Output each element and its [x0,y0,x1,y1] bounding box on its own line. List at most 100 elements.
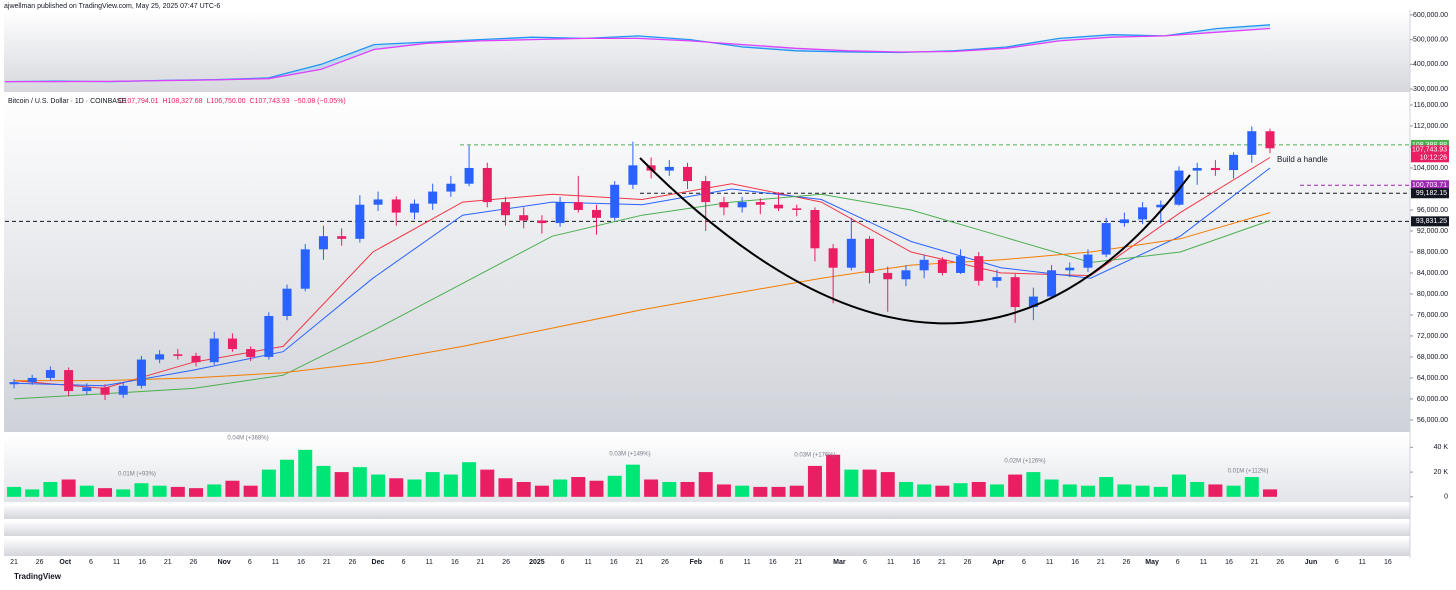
y-tick-label: 500,000.00 [1413,36,1448,43]
level-tag [1411,139,1449,150]
x-tick-label: Nov [218,559,231,566]
candle-body [300,249,310,289]
candle-body [1047,270,1057,297]
volume-bar [152,485,167,497]
x-tick-label: 26 [661,559,669,566]
x-tick-label: 21 [1251,559,1259,566]
volume-bar [79,485,94,497]
ohlc-value: L106,750.00 [207,98,246,105]
volume-bar [698,472,713,497]
candle-body [118,385,128,395]
candle-body [446,183,456,192]
candle-body [482,167,492,203]
volume-bar [1263,489,1277,497]
x-tick-label: 11 [113,559,120,566]
volume-bar [225,480,240,497]
x-tick-label: 26 [348,559,356,566]
x-tick-label: 21 [636,559,644,566]
x-tick-label: Dec [372,559,385,566]
volume-bar [334,472,349,497]
y-tick-label: 116,000.00 [1413,102,1448,109]
x-tick-label: 16 [451,559,459,566]
candle-body [883,272,893,280]
candle-body [1229,154,1239,171]
y-tick-label: 72,000.00 [1417,333,1448,340]
x-tick-label: 6 [1335,559,1339,566]
x-tick-label: 21 [164,559,172,566]
x-tick-label: 16 [297,559,305,566]
volume-bar [389,478,404,497]
moving-average [13,167,1271,387]
volume-bar [498,478,513,497]
level-label: 108,388.88 [1412,142,1447,149]
candle-body [428,191,438,204]
candle-body [355,204,365,239]
empty-pane [4,521,1410,536]
x-tick-label: 6 [248,559,252,566]
volume-bar [534,485,549,497]
x-tick-label: 2025 [529,559,545,566]
volume-annotation: 0.03M (+149%) [609,452,650,458]
volume-bar [917,484,932,497]
ohlc-value: O107,794.01 [118,98,159,105]
volume-bar [989,484,1004,497]
candle-body [227,338,237,350]
volume-bar [935,485,950,497]
candle-body [464,167,474,184]
volume-bar [1153,486,1168,497]
volume-bar [243,485,258,497]
level-label: 99,182.15 [1416,190,1447,197]
candle-body [1210,167,1220,171]
candle-body [82,387,92,392]
candle-body [1083,254,1093,268]
x-tick-label: 21 [794,559,802,566]
x-tick-label: 21 [1097,559,1105,566]
volume-bar [1135,485,1150,497]
x-tick-label: 6 [402,559,406,566]
x-tick-label: 21 [477,559,485,566]
volume-bar [207,484,222,497]
x-tick-label: 11 [1359,559,1366,566]
level-tag [1411,216,1449,227]
x-tick-label: 21 [938,559,946,566]
y-tick-label: 84,000.00 [1417,270,1448,277]
y-tick-label: 64,000.00 [1417,375,1448,382]
volume-bar [1099,477,1114,497]
volume-bar [716,484,731,497]
x-tick-label: 26 [1276,559,1284,566]
volume-bar [516,481,531,497]
y-tick-label: 104,000.00 [1413,165,1448,172]
volume-bar [826,454,841,497]
x-tick-label: Jun [1305,559,1317,566]
volume-bar [644,479,659,497]
candle-body [500,202,510,216]
symbol: Bitcoin / U.S. Dollar · 1D · COINBASE [8,98,127,105]
volume-bar [1117,484,1132,497]
y-tick-label: 40 K [1434,444,1449,451]
volume-bar [1226,485,1241,497]
candle-body [664,166,674,171]
y-tick-label: 112,000.00 [1413,123,1448,130]
volume-bar [735,485,750,497]
x-tick-label: 16 [1225,559,1233,566]
x-tick-label: 6 [89,559,93,566]
x-tick-label: 26 [36,559,44,566]
volume-bar [898,481,913,497]
volume-bar [1008,474,1023,497]
candle-body [555,202,565,224]
indicator-line [5,27,1271,83]
volume-annotation: 0.01M (+93%) [118,472,156,478]
candle-body [719,202,729,208]
x-tick-label: 16 [1071,559,1079,566]
y-tick-label: 76,000.00 [1417,312,1448,319]
candle-body [1247,131,1257,155]
candle-body [573,202,583,210]
brand: TradingView [14,572,62,581]
candle-body [173,354,183,356]
empty-pane [4,538,1410,556]
last-price: 107,743.93 [1412,147,1447,154]
y-tick-label: 300,000.00 [1413,86,1448,93]
candle-body [1065,267,1075,271]
volume-annotation: 0.03M (+176%) [794,453,835,459]
